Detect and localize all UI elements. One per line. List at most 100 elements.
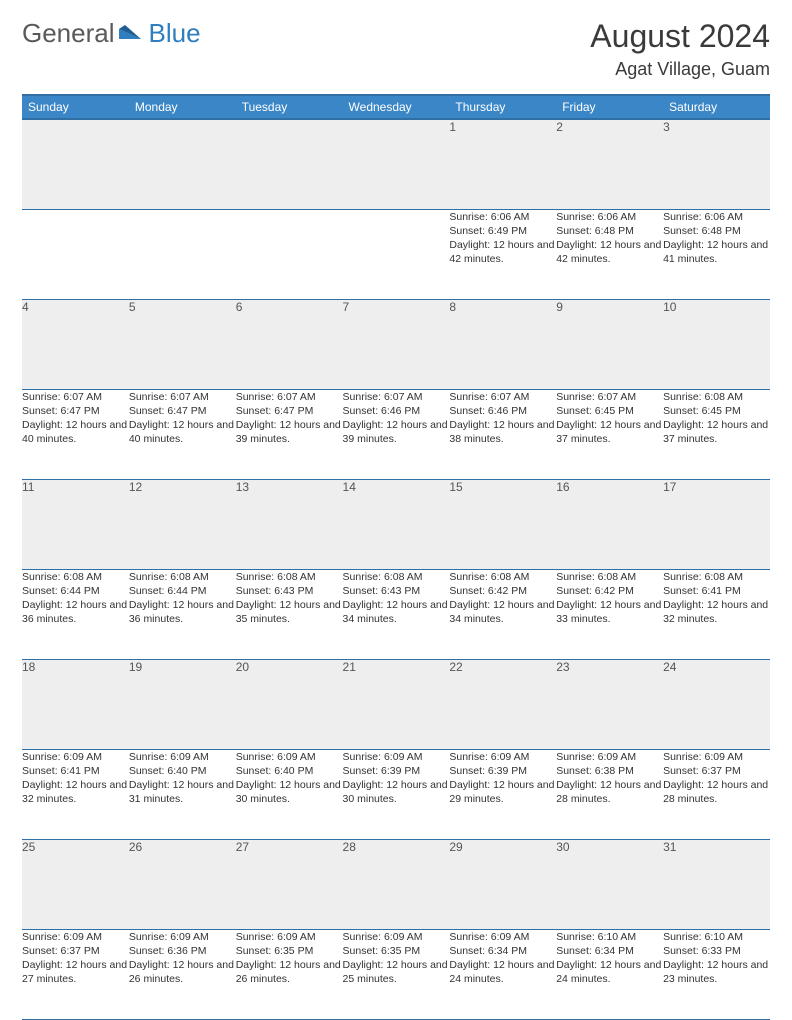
day-number: 28 xyxy=(343,839,450,929)
calendar-table: Sunday Monday Tuesday Wednesday Thursday… xyxy=(22,94,770,1020)
daylight-line: Daylight: 12 hours and 33 minutes. xyxy=(556,598,663,626)
sunset-line: Sunset: 6:39 PM xyxy=(343,764,450,778)
daylight-line: Daylight: 12 hours and 31 minutes. xyxy=(129,778,236,806)
daylight-line: Daylight: 12 hours and 29 minutes. xyxy=(449,778,556,806)
sunrise-line: Sunrise: 6:06 AM xyxy=(449,210,556,224)
day-cell: Sunrise: 6:09 AMSunset: 6:35 PMDaylight:… xyxy=(236,929,343,1019)
daynum-row: 45678910 xyxy=(22,299,770,389)
day-number: 27 xyxy=(236,839,343,929)
daynum-row: 18192021222324 xyxy=(22,659,770,749)
day-cell: Sunrise: 6:07 AMSunset: 6:47 PMDaylight:… xyxy=(22,389,129,479)
sunset-line: Sunset: 6:35 PM xyxy=(343,944,450,958)
day-number: 17 xyxy=(663,479,770,569)
day-number: 11 xyxy=(22,479,129,569)
day-cell xyxy=(22,209,129,299)
sunrise-line: Sunrise: 6:07 AM xyxy=(556,390,663,404)
day-header: Thursday xyxy=(449,95,556,119)
sunset-line: Sunset: 6:49 PM xyxy=(449,224,556,238)
daylight-line: Daylight: 12 hours and 36 minutes. xyxy=(22,598,129,626)
day-cell: Sunrise: 6:07 AMSunset: 6:46 PMDaylight:… xyxy=(449,389,556,479)
day-cell: Sunrise: 6:08 AMSunset: 6:44 PMDaylight:… xyxy=(129,569,236,659)
sunrise-line: Sunrise: 6:09 AM xyxy=(343,750,450,764)
daylight-line: Daylight: 12 hours and 24 minutes. xyxy=(556,958,663,986)
logo: General Blue xyxy=(22,18,201,49)
flag-icon xyxy=(119,21,145,46)
day-number: 5 xyxy=(129,299,236,389)
sunrise-line: Sunrise: 6:09 AM xyxy=(236,930,343,944)
day-cell: Sunrise: 6:07 AMSunset: 6:47 PMDaylight:… xyxy=(236,389,343,479)
day-number: 21 xyxy=(343,659,450,749)
day-cell: Sunrise: 6:09 AMSunset: 6:36 PMDaylight:… xyxy=(129,929,236,1019)
day-cell: Sunrise: 6:08 AMSunset: 6:42 PMDaylight:… xyxy=(449,569,556,659)
daylight-line: Daylight: 12 hours and 35 minutes. xyxy=(236,598,343,626)
day-cell: Sunrise: 6:08 AMSunset: 6:43 PMDaylight:… xyxy=(236,569,343,659)
daylight-line: Daylight: 12 hours and 26 minutes. xyxy=(236,958,343,986)
day-cell: Sunrise: 6:06 AMSunset: 6:49 PMDaylight:… xyxy=(449,209,556,299)
sunset-line: Sunset: 6:42 PM xyxy=(449,584,556,598)
sunrise-line: Sunrise: 6:06 AM xyxy=(663,210,770,224)
sunrise-line: Sunrise: 6:09 AM xyxy=(449,930,556,944)
logo-word-general: General xyxy=(22,18,115,49)
day-cell: Sunrise: 6:06 AMSunset: 6:48 PMDaylight:… xyxy=(663,209,770,299)
day-number: 2 xyxy=(556,119,663,209)
daylight-line: Daylight: 12 hours and 40 minutes. xyxy=(129,418,236,446)
daylight-line: Daylight: 12 hours and 40 minutes. xyxy=(22,418,129,446)
sunset-line: Sunset: 6:44 PM xyxy=(22,584,129,598)
daylight-line: Daylight: 12 hours and 39 minutes. xyxy=(236,418,343,446)
sunrise-line: Sunrise: 6:09 AM xyxy=(663,750,770,764)
daylight-line: Daylight: 12 hours and 37 minutes. xyxy=(556,418,663,446)
sunset-line: Sunset: 6:37 PM xyxy=(22,944,129,958)
daylight-line: Daylight: 12 hours and 30 minutes. xyxy=(236,778,343,806)
daylight-line: Daylight: 12 hours and 27 minutes. xyxy=(22,958,129,986)
day-cell: Sunrise: 6:08 AMSunset: 6:45 PMDaylight:… xyxy=(663,389,770,479)
sunrise-line: Sunrise: 6:07 AM xyxy=(343,390,450,404)
sunrise-line: Sunrise: 6:09 AM xyxy=(129,750,236,764)
sunrise-line: Sunrise: 6:08 AM xyxy=(449,570,556,584)
day-number: 23 xyxy=(556,659,663,749)
day-number: 29 xyxy=(449,839,556,929)
sunset-line: Sunset: 6:47 PM xyxy=(129,404,236,418)
sunset-line: Sunset: 6:37 PM xyxy=(663,764,770,778)
day-number: 3 xyxy=(663,119,770,209)
daylight-line: Daylight: 12 hours and 34 minutes. xyxy=(449,598,556,626)
day-number: 25 xyxy=(22,839,129,929)
sunset-line: Sunset: 6:38 PM xyxy=(556,764,663,778)
day-cell: Sunrise: 6:08 AMSunset: 6:42 PMDaylight:… xyxy=(556,569,663,659)
sunset-line: Sunset: 6:34 PM xyxy=(449,944,556,958)
day-cell: Sunrise: 6:09 AMSunset: 6:39 PMDaylight:… xyxy=(343,749,450,839)
daylight-line: Daylight: 12 hours and 34 minutes. xyxy=(343,598,450,626)
day-number: 6 xyxy=(236,299,343,389)
daynum-row: 123 xyxy=(22,119,770,209)
day-cell xyxy=(343,209,450,299)
day-number: 4 xyxy=(22,299,129,389)
sunset-line: Sunset: 6:48 PM xyxy=(556,224,663,238)
sunrise-line: Sunrise: 6:10 AM xyxy=(556,930,663,944)
daylight-line: Daylight: 12 hours and 39 minutes. xyxy=(343,418,450,446)
daylight-line: Daylight: 12 hours and 25 minutes. xyxy=(343,958,450,986)
day-number: 26 xyxy=(129,839,236,929)
sunset-line: Sunset: 6:41 PM xyxy=(663,584,770,598)
day-cell: Sunrise: 6:09 AMSunset: 6:37 PMDaylight:… xyxy=(663,749,770,839)
sunset-line: Sunset: 6:47 PM xyxy=(236,404,343,418)
daynum-row: 25262728293031 xyxy=(22,839,770,929)
day-number: 8 xyxy=(449,299,556,389)
day-cell: Sunrise: 6:06 AMSunset: 6:48 PMDaylight:… xyxy=(556,209,663,299)
daylight-line: Daylight: 12 hours and 38 minutes. xyxy=(449,418,556,446)
day-cell: Sunrise: 6:09 AMSunset: 6:35 PMDaylight:… xyxy=(343,929,450,1019)
day-cell: Sunrise: 6:08 AMSunset: 6:43 PMDaylight:… xyxy=(343,569,450,659)
sunrise-line: Sunrise: 6:08 AM xyxy=(663,390,770,404)
detail-row: Sunrise: 6:09 AMSunset: 6:41 PMDaylight:… xyxy=(22,749,770,839)
sunset-line: Sunset: 6:39 PM xyxy=(449,764,556,778)
sunset-line: Sunset: 6:43 PM xyxy=(236,584,343,598)
detail-row: Sunrise: 6:06 AMSunset: 6:49 PMDaylight:… xyxy=(22,209,770,299)
day-number: 22 xyxy=(449,659,556,749)
day-number: 9 xyxy=(556,299,663,389)
day-cell: Sunrise: 6:07 AMSunset: 6:47 PMDaylight:… xyxy=(129,389,236,479)
day-cell: Sunrise: 6:09 AMSunset: 6:38 PMDaylight:… xyxy=(556,749,663,839)
daylight-line: Daylight: 12 hours and 42 minutes. xyxy=(556,238,663,266)
title-block: August 2024 Agat Village, Guam xyxy=(590,18,770,80)
sunrise-line: Sunrise: 6:08 AM xyxy=(556,570,663,584)
sunrise-line: Sunrise: 6:07 AM xyxy=(129,390,236,404)
day-number xyxy=(22,119,129,209)
sunrise-line: Sunrise: 6:08 AM xyxy=(236,570,343,584)
